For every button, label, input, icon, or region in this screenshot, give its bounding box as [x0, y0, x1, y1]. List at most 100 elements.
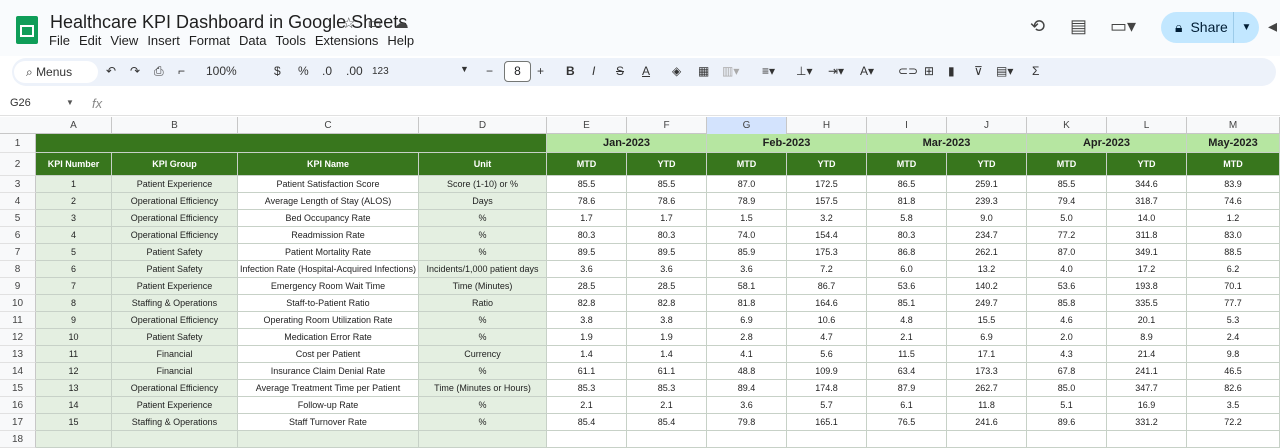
value-cell[interactable]: 11.5: [867, 346, 947, 363]
row-header-4[interactable]: 4: [0, 193, 36, 210]
empty-cell[interactable]: [547, 431, 627, 448]
column-header-b[interactable]: B: [112, 117, 238, 134]
kpi-unit-cell[interactable]: Score (1-10) or %: [419, 176, 547, 193]
kpi-name-cell[interactable]: Staff-to-Patient Ratio: [238, 295, 419, 312]
empty-cell[interactable]: [419, 431, 547, 448]
kpi-name-cell[interactable]: Follow-up Rate: [238, 397, 419, 414]
value-cell[interactable]: 157.5: [787, 193, 867, 210]
value-cell[interactable]: 72.2: [1187, 414, 1280, 431]
value-cell[interactable]: 173.3: [947, 363, 1027, 380]
row-header-16[interactable]: 16: [0, 397, 36, 414]
row-header-10[interactable]: 10: [0, 295, 36, 312]
vertical-align-icon[interactable]: ⊥▾: [796, 64, 813, 78]
value-cell[interactable]: 3.8: [547, 312, 627, 329]
kpi-group-cell[interactable]: Staffing & Operations: [112, 414, 238, 431]
value-cell[interactable]: 89.6: [1027, 414, 1107, 431]
redo-icon[interactable]: ↷: [130, 64, 141, 78]
value-cell[interactable]: 174.8: [787, 380, 867, 397]
kpi-group-cell[interactable]: Operational Efficiency: [112, 193, 238, 210]
name-box-dropdown-icon[interactable]: ▼: [66, 98, 74, 107]
value-cell[interactable]: 2.1: [867, 329, 947, 346]
column-header-k[interactable]: K: [1027, 117, 1107, 134]
column-header-l[interactable]: L: [1107, 117, 1187, 134]
value-cell[interactable]: 2.8: [707, 329, 787, 346]
filter-views-icon[interactable]: ▤▾: [996, 64, 1014, 78]
insert-comment-icon[interactable]: ⊞: [924, 64, 935, 78]
value-cell[interactable]: 344.6: [1107, 176, 1187, 193]
value-cell[interactable]: 86.5: [867, 176, 947, 193]
font-size-input[interactable]: 8: [504, 61, 531, 82]
menu-view[interactable]: View: [110, 33, 139, 48]
borders-icon[interactable]: ▦: [698, 64, 710, 78]
kpi-number-cell[interactable]: 7: [36, 278, 112, 295]
value-cell[interactable]: 16.9: [1107, 397, 1187, 414]
value-cell[interactable]: 331.2: [1107, 414, 1187, 431]
column-title[interactable]: Unit: [419, 153, 547, 176]
functions-icon[interactable]: Σ: [1032, 64, 1040, 78]
empty-cell[interactable]: [627, 431, 707, 448]
value-cell[interactable]: 3.6: [627, 261, 707, 278]
value-cell[interactable]: 85.1: [867, 295, 947, 312]
value-cell[interactable]: 20.1: [1107, 312, 1187, 329]
value-cell[interactable]: 347.7: [1107, 380, 1187, 397]
value-cell[interactable]: 28.5: [547, 278, 627, 295]
value-cell[interactable]: 6.9: [947, 329, 1027, 346]
comments-icon[interactable]: ▤: [1070, 16, 1088, 36]
row-header-15[interactable]: 15: [0, 380, 36, 397]
value-cell[interactable]: 81.8: [867, 193, 947, 210]
empty-cell[interactable]: [238, 431, 419, 448]
value-cell[interactable]: 262.7: [947, 380, 1027, 397]
value-cell[interactable]: 87.9: [867, 380, 947, 397]
value-cell[interactable]: 4.7: [787, 329, 867, 346]
value-cell[interactable]: 249.7: [947, 295, 1027, 312]
value-cell[interactable]: 262.1: [947, 244, 1027, 261]
mtd-header[interactable]: MTD: [1187, 153, 1280, 176]
value-cell[interactable]: 15.5: [947, 312, 1027, 329]
share-button[interactable]: 🔒︎ Share ▼: [1161, 12, 1259, 43]
value-cell[interactable]: 6.1: [867, 397, 947, 414]
horizontal-align-icon[interactable]: ≡▾: [762, 64, 776, 78]
value-cell[interactable]: 3.6: [547, 261, 627, 278]
value-cell[interactable]: 11.8: [947, 397, 1027, 414]
ytd-header[interactable]: YTD: [1107, 153, 1187, 176]
menu-edit[interactable]: Edit: [78, 33, 102, 48]
kpi-group-cell[interactable]: Operational Efficiency: [112, 210, 238, 227]
mtd-header[interactable]: MTD: [547, 153, 627, 176]
value-cell[interactable]: 88.5: [1187, 244, 1280, 261]
value-cell[interactable]: 89.5: [627, 244, 707, 261]
value-cell[interactable]: 9.0: [947, 210, 1027, 227]
empty-cell[interactable]: [787, 431, 867, 448]
value-cell[interactable]: 78.9: [707, 193, 787, 210]
insert-link-icon[interactable]: ⊂⊃: [898, 64, 919, 78]
value-cell[interactable]: 21.4: [1107, 346, 1187, 363]
value-cell[interactable]: 7.2: [787, 261, 867, 278]
kpi-name-cell[interactable]: Patient Mortality Rate: [238, 244, 419, 261]
month-header[interactable]: Jan-2023: [547, 134, 707, 153]
value-cell[interactable]: 80.3: [867, 227, 947, 244]
value-cell[interactable]: 5.6: [787, 346, 867, 363]
kpi-group-cell[interactable]: Staffing & Operations: [112, 295, 238, 312]
empty-cell[interactable]: [947, 431, 1027, 448]
value-cell[interactable]: 3.2: [787, 210, 867, 227]
value-cell[interactable]: 67.8: [1027, 363, 1107, 380]
document-title[interactable]: Healthcare KPI Dashboard in Google Sheet…: [50, 12, 408, 32]
kpi-unit-cell[interactable]: Time (Minutes): [419, 278, 547, 295]
zoom-select[interactable]: 100%: [206, 64, 237, 78]
row-header-12[interactable]: 12: [0, 329, 36, 346]
menu-data[interactable]: Data: [239, 33, 267, 48]
value-cell[interactable]: 85.3: [547, 380, 627, 397]
value-cell[interactable]: 193.8: [1107, 278, 1187, 295]
row-header-9[interactable]: 9: [0, 278, 36, 295]
value-cell[interactable]: 5.8: [867, 210, 947, 227]
value-cell[interactable]: 164.6: [787, 295, 867, 312]
print-icon[interactable]: ⎙: [154, 64, 164, 78]
value-cell[interactable]: 311.8: [1107, 227, 1187, 244]
version-history-icon[interactable]: ⟲: [1030, 16, 1046, 36]
value-cell[interactable]: 9.8: [1187, 346, 1280, 363]
search-menus[interactable]: ⌕ Menus: [14, 61, 98, 83]
column-header-h[interactable]: H: [787, 117, 867, 134]
value-cell[interactable]: 3.6: [707, 261, 787, 278]
ytd-header[interactable]: YTD: [947, 153, 1027, 176]
value-cell[interactable]: 53.6: [867, 278, 947, 295]
kpi-number-cell[interactable]: 3: [36, 210, 112, 227]
